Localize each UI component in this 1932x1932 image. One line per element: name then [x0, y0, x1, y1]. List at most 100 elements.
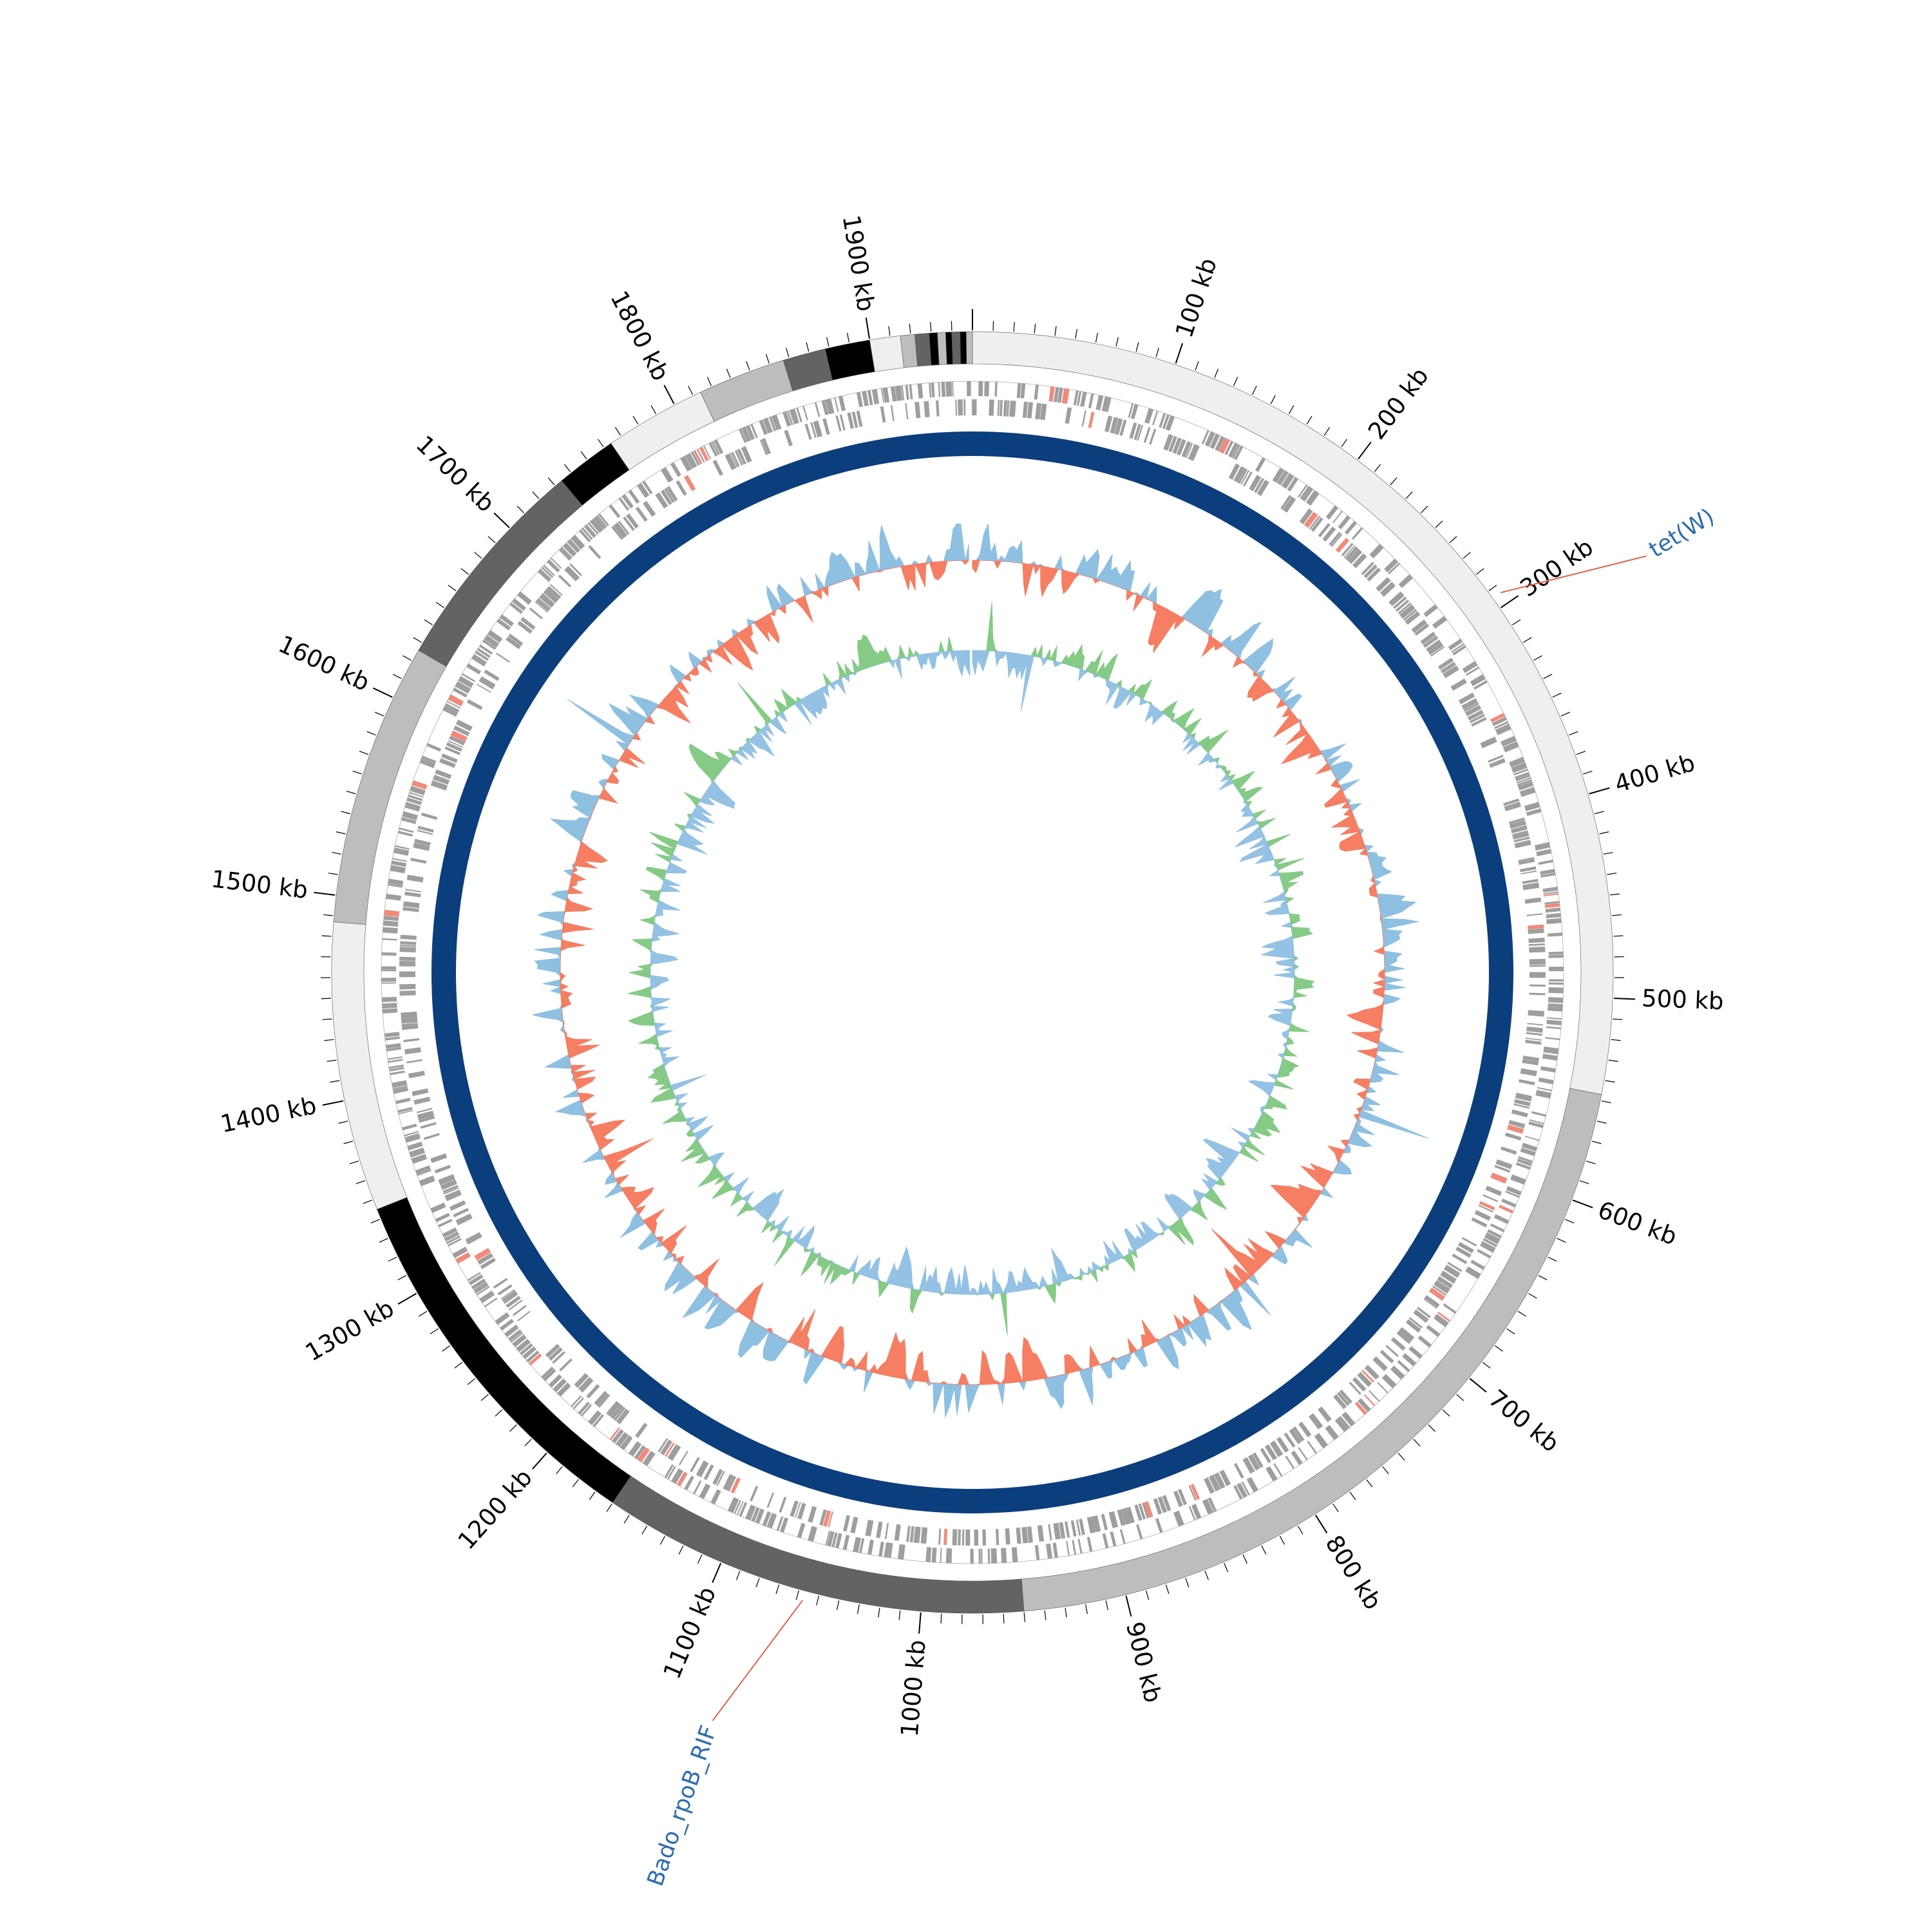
gene-feature: [1536, 849, 1552, 857]
gene-feature: [453, 687, 468, 698]
gene-feature: [1027, 1526, 1034, 1543]
minor-tick: [556, 1466, 563, 1475]
gene-feature: [1309, 1413, 1323, 1430]
minor-tick: [524, 1439, 532, 1446]
minor-tick: [467, 1378, 476, 1385]
annotation-label: tet(W): [1645, 504, 1719, 563]
gene-feature: [1408, 1346, 1423, 1359]
gene-feature: [761, 438, 772, 455]
minor-tick: [1214, 368, 1219, 378]
gene-feature: [1524, 897, 1542, 904]
gene-feature: [1298, 484, 1308, 498]
gene-feature: [905, 384, 909, 400]
gene-feature: [381, 969, 397, 972]
gene-feature: [1048, 1524, 1052, 1540]
gene-feature: [1219, 1470, 1231, 1486]
gene-feature: [1264, 1444, 1278, 1461]
gene-feature: [1236, 1482, 1247, 1498]
gene-feature: [635, 506, 648, 522]
gene-feature: [408, 1070, 425, 1079]
gene-feature: [1423, 604, 1438, 618]
gene-feature: [611, 1429, 624, 1444]
gene-feature: [1070, 1520, 1077, 1537]
gene-feature: [1343, 545, 1356, 558]
gene-feature: [1153, 1498, 1162, 1515]
gene-feature: [1165, 415, 1175, 431]
gene-feature: [1388, 562, 1400, 574]
gene-feature: [1357, 1372, 1372, 1387]
minor-tick: [795, 1590, 799, 1600]
gene-feature: [635, 1423, 648, 1438]
gene-feature: [1238, 468, 1248, 484]
gene-feature: [766, 1513, 773, 1528]
gene-feature: [1243, 471, 1253, 487]
minor-tick: [1612, 914, 1622, 916]
gene-feature: [458, 676, 474, 688]
gene-feature: [1469, 714, 1485, 724]
gene-feature: [1331, 533, 1343, 547]
gene-feature: [412, 780, 428, 790]
gene-feature: [1416, 1307, 1431, 1318]
gene-feature: [586, 1384, 600, 1399]
gene-feature: [1518, 1156, 1533, 1163]
gene-feature: [658, 1437, 668, 1453]
minor-tick: [806, 342, 810, 352]
gene-feature: [1492, 716, 1507, 726]
gene-feature: [1548, 982, 1564, 985]
gene-feature: [399, 960, 416, 967]
gene-feature: [884, 1522, 889, 1539]
gene-feature: [1451, 643, 1464, 653]
gene-feature: [963, 399, 966, 416]
minor-tick: [419, 1311, 428, 1317]
gene-feature: [766, 1492, 775, 1508]
minor-tick: [888, 326, 891, 336]
minor-tick: [1594, 811, 1604, 815]
gene-feature: [1188, 444, 1200, 461]
minor-tick: [1522, 637, 1532, 643]
gene-feature: [382, 1003, 397, 1009]
minor-tick: [454, 1361, 463, 1368]
gene-feature: [1525, 1039, 1542, 1045]
gene-feature: [410, 786, 426, 796]
minor-tick: [564, 464, 571, 473]
gene-feature: [825, 398, 835, 415]
gene-feature: [965, 1529, 971, 1546]
gene-feature: [920, 1527, 928, 1544]
minor-tick: [597, 439, 604, 448]
gene-feature: [557, 1382, 571, 1397]
gene-feature: [446, 1235, 461, 1244]
gc-skew-below: [650, 650, 1295, 1296]
gene-feature: [1081, 410, 1086, 427]
gene-feature: [1233, 1485, 1243, 1500]
gene-feature: [1086, 1537, 1093, 1552]
gene-feature: [1520, 870, 1537, 875]
gene-feature: [474, 1247, 491, 1261]
gene-feature: [1344, 521, 1357, 535]
gene-feature: [984, 381, 990, 397]
gene-feature: [536, 598, 551, 612]
minor-tick: [1105, 1600, 1108, 1611]
minor-tick: [589, 1492, 596, 1501]
minor-tick: [1548, 1256, 1557, 1262]
gene-feature: [759, 419, 768, 435]
gene-feature: [1399, 604, 1416, 619]
minor-tick: [1463, 551, 1471, 559]
gene-feature: [1518, 857, 1535, 862]
gene-feature: [1339, 1389, 1352, 1404]
gene-feature: [444, 746, 461, 755]
gene-feature: [477, 683, 491, 693]
gene-feature: [408, 794, 423, 801]
gene-feature: [1065, 407, 1072, 424]
minor-tick: [1607, 873, 1617, 875]
gene-feature: [435, 769, 452, 779]
gene-feature: [1403, 609, 1417, 621]
gene-feature: [620, 1435, 633, 1450]
gene-feature: [1052, 1542, 1058, 1558]
gene-feature: [676, 480, 687, 496]
gene-feature: [938, 382, 941, 397]
gene-feature: [878, 1541, 884, 1557]
minor-tick: [1044, 1610, 1046, 1620]
gene-feature: [1461, 1236, 1477, 1247]
gene-feature: [1504, 1132, 1522, 1141]
gene-feature: [1079, 1519, 1085, 1535]
